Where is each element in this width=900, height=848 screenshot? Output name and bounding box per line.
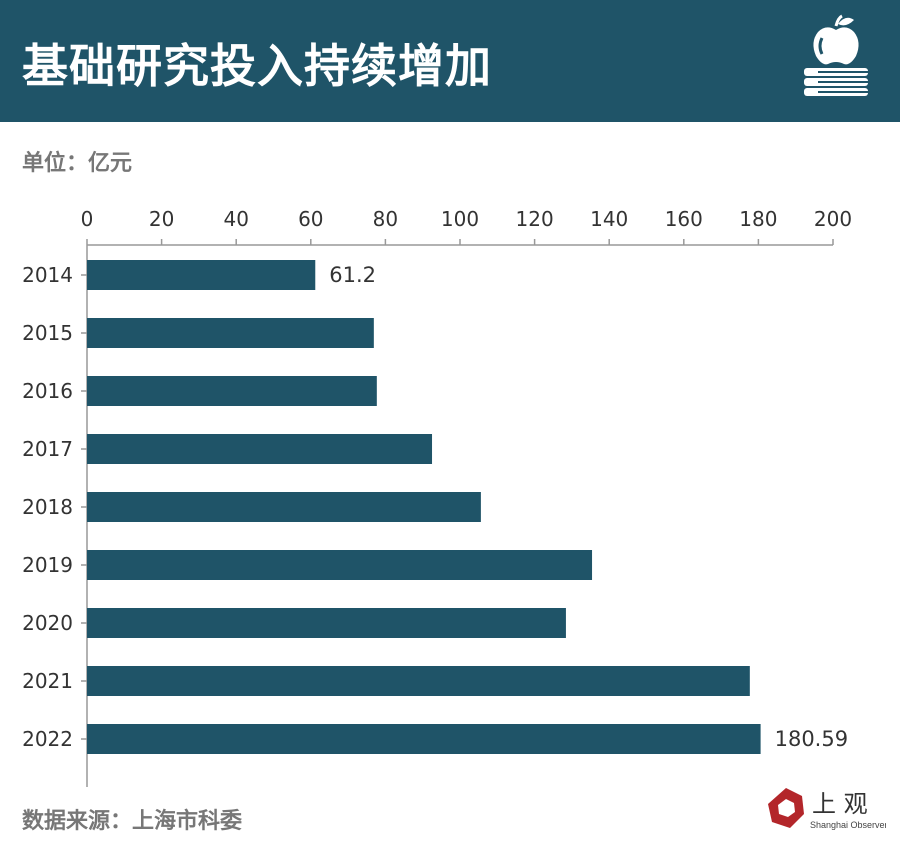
bar-2017: [87, 434, 433, 464]
y-tick-label: 2015: [22, 321, 73, 345]
x-tick-label: 120: [516, 207, 554, 231]
bar-2019: [87, 550, 593, 580]
bar-2018: [87, 492, 481, 522]
apple-on-books-icon: [804, 14, 868, 96]
bar-2020: [87, 608, 566, 638]
y-tick-label: 2018: [22, 495, 73, 519]
svg-text:上 观: 上 观: [812, 790, 868, 818]
y-tick-label: 2020: [22, 611, 73, 635]
y-tick-label: 2019: [22, 553, 73, 577]
y-tick-label: 2022: [22, 727, 73, 751]
header-banner: 基础研究投入持续增加: [0, 0, 900, 122]
x-tick-label: 180: [739, 207, 777, 231]
x-tick-label: 140: [590, 207, 628, 231]
x-tick-label: 40: [223, 207, 248, 231]
bar-2014: [87, 260, 316, 290]
x-tick-label: 100: [441, 207, 479, 231]
bar-2015: [87, 318, 374, 348]
y-tick-label: 2014: [22, 263, 73, 287]
chart-title: 基础研究投入持续增加: [22, 39, 492, 93]
y-tick-label: 2016: [22, 379, 73, 403]
data-label-2022: 180.59: [775, 727, 848, 751]
shanghai-observer-logo: 上 观 Shanghai Observer: [768, 788, 886, 830]
svg-text:Shanghai Observer: Shanghai Observer: [810, 820, 886, 830]
x-tick-label: 200: [814, 207, 852, 231]
bar-2016: [87, 376, 377, 406]
x-tick-label: 160: [665, 207, 703, 231]
bar-chart: 0 20 40 60 80 100 120 140 160 180 200 2014 61.2 2015 2…: [22, 207, 852, 787]
data-label-2014: 61.2: [329, 263, 376, 287]
y-tick-label: 2017: [22, 437, 73, 461]
source-note: 数据来源：上海市科委: [22, 809, 243, 834]
bar-2021: [87, 666, 750, 696]
x-tick-label: 0: [81, 207, 94, 231]
y-tick-label: 2021: [22, 669, 73, 693]
unit-label: 单位：亿元: [22, 151, 133, 176]
x-tick-label: 20: [149, 207, 174, 231]
x-tick-label: 80: [373, 207, 398, 231]
x-tick-label: 60: [298, 207, 323, 231]
bar-2022: [87, 724, 761, 754]
